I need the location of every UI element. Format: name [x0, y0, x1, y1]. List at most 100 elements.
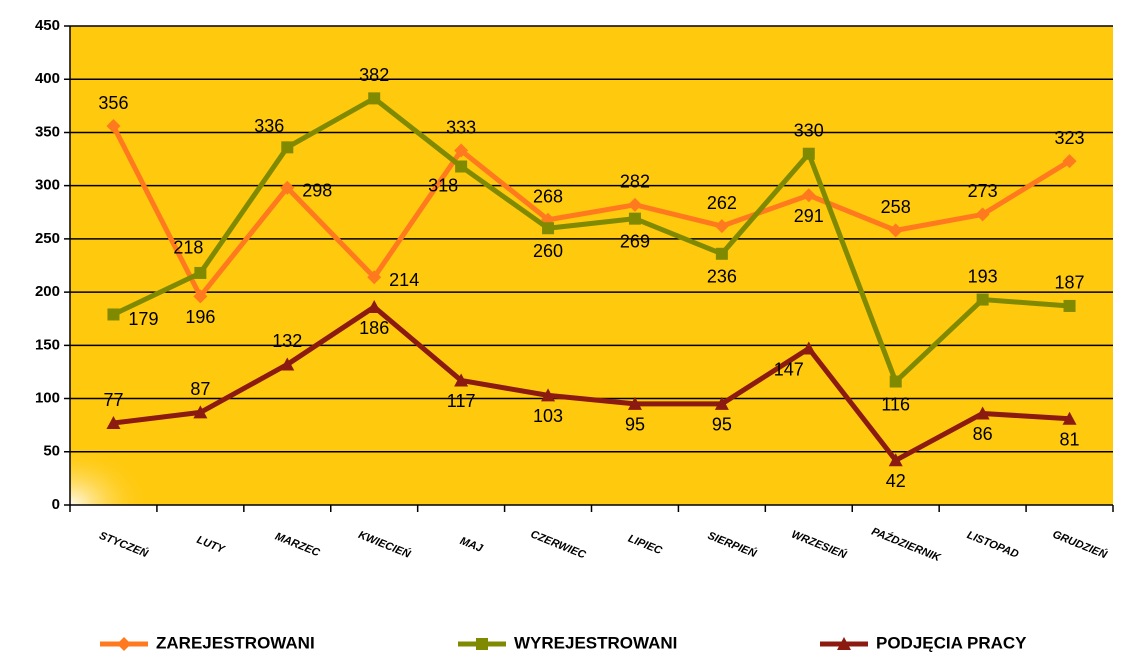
data-label: 291 [794, 206, 824, 226]
legend-marker [117, 637, 131, 651]
y-tick-label: 250 [35, 230, 60, 247]
data-label: 42 [886, 471, 906, 491]
y-tick-label: 50 [43, 443, 60, 460]
y-tick-label: 450 [35, 17, 60, 34]
data-label: 116 [881, 394, 910, 414]
x-tick-label: MARZEC [273, 531, 322, 560]
data-label: 262 [707, 193, 737, 213]
y-tick-label: 150 [35, 336, 60, 353]
series [106, 119, 1077, 304]
series-line [111, 124, 1071, 299]
point [889, 375, 902, 388]
point [714, 396, 729, 410]
legend-marker [476, 638, 488, 650]
point [367, 300, 382, 314]
data-label: 81 [1060, 430, 1080, 450]
data-label: 132 [272, 331, 302, 351]
point [194, 266, 207, 279]
point [802, 147, 815, 160]
x-tick-label: MAJ [458, 535, 485, 555]
point [628, 212, 641, 225]
data-label: 236 [707, 267, 737, 287]
x-tick-label: LISTOPAD [965, 529, 1020, 561]
legend-label: ZAREJESTROWANI [156, 633, 315, 652]
point [368, 92, 381, 105]
series [106, 300, 1077, 467]
point [280, 180, 295, 195]
data-label: 86 [973, 424, 993, 444]
x-tick-label: PAŹDZIERNIK [870, 525, 944, 565]
y-tick-label: 200 [35, 283, 60, 300]
point [715, 247, 728, 260]
point [455, 160, 468, 173]
point [888, 453, 903, 467]
plot-shade [70, 445, 150, 505]
point [454, 143, 469, 158]
point [1063, 299, 1076, 312]
point [280, 357, 295, 371]
data-label: 382 [359, 65, 389, 85]
data-label: 356 [98, 93, 128, 113]
series-line [113, 304, 1070, 463]
data-label: 103 [533, 406, 563, 426]
data-label: 179 [128, 309, 158, 329]
point [106, 119, 121, 134]
y-tick-label: 350 [35, 123, 60, 140]
x-tick-label: WRZESIEŃ [790, 528, 850, 562]
point [193, 405, 208, 419]
point [107, 308, 120, 321]
point [975, 207, 990, 222]
point [976, 293, 989, 306]
data-label: 95 [712, 415, 732, 435]
point [106, 416, 121, 430]
point [627, 396, 642, 410]
data-label: 268 [533, 186, 563, 206]
data-label: 260 [533, 241, 563, 261]
data-label: 187 [1055, 273, 1085, 293]
series-line [112, 95, 1070, 385]
data-label: 214 [389, 270, 419, 290]
x-tick-label: KWIECIEŃ [356, 528, 413, 561]
data-label: 298 [302, 181, 332, 201]
legend-label: WYREJESTROWANI [514, 633, 677, 652]
data-label: 186 [359, 318, 389, 338]
point [975, 406, 990, 420]
point [193, 289, 208, 304]
x-tick-label: CZERWIEC [529, 528, 589, 561]
y-tick-label: 0 [52, 496, 60, 513]
legend-marker [837, 637, 851, 650]
data-label: 336 [254, 116, 284, 136]
point [1062, 154, 1077, 169]
y-tick-label: 400 [35, 70, 60, 87]
y-tick-label: 100 [35, 390, 60, 407]
data-label: 193 [968, 266, 998, 286]
point [281, 141, 294, 154]
point [541, 388, 556, 402]
x-tick-label: LIPIEC [626, 533, 664, 558]
x-tick-label: LUTY [195, 534, 228, 557]
data-label: 77 [103, 390, 123, 410]
point [888, 223, 903, 238]
data-label: 147 [774, 359, 804, 379]
data-label: 218 [173, 238, 203, 258]
x-tick-label: SIERPIEŃ [706, 529, 759, 561]
point [714, 219, 729, 234]
point [454, 373, 469, 387]
data-label: 87 [190, 379, 210, 399]
point [542, 222, 555, 235]
x-tick-label: STYCZEŃ [97, 529, 150, 561]
x-tick-label: GRUDZIEŃ [1051, 528, 1110, 562]
data-label: 117 [447, 391, 476, 411]
data-label: 196 [185, 307, 215, 327]
point [627, 197, 642, 212]
series [107, 92, 1076, 388]
data-label: 282 [620, 172, 650, 192]
legend-label: PODJĘCIA PRACY [876, 633, 1027, 652]
data-label: 330 [794, 120, 824, 140]
point [801, 341, 816, 355]
plot-area [70, 26, 1113, 505]
data-label: 95 [625, 415, 645, 435]
data-label: 323 [1055, 128, 1085, 148]
data-label: 258 [881, 197, 911, 217]
